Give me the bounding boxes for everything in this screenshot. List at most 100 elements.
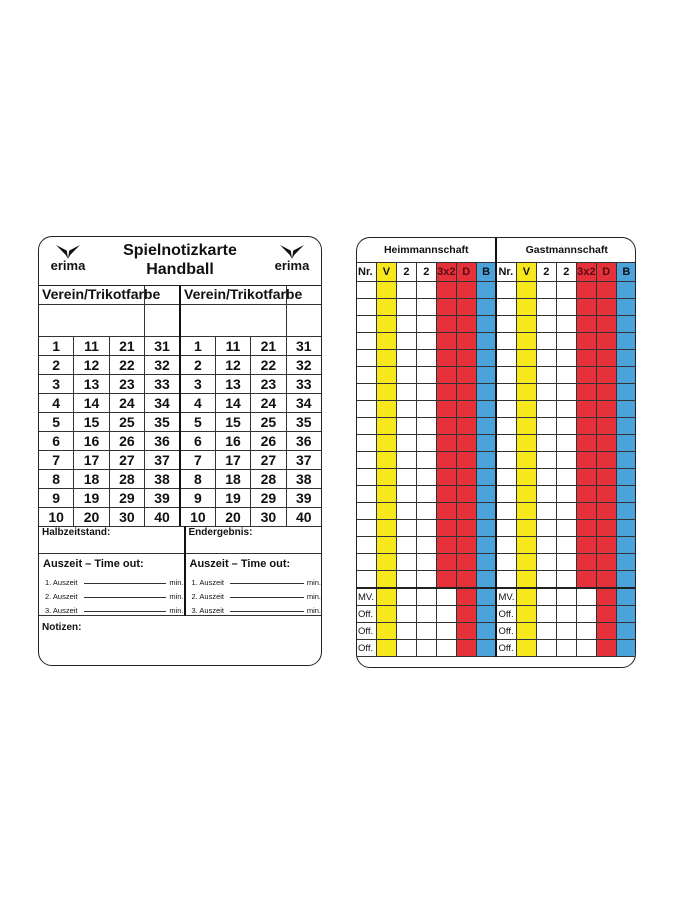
penalty-cell[interactable] <box>555 605 577 623</box>
penalty-cell[interactable] <box>395 605 417 623</box>
penalty-cell[interactable] <box>515 553 537 571</box>
penalty-cell[interactable] <box>475 570 497 589</box>
penalty-cell[interactable] <box>395 366 417 384</box>
penalty-cell[interactable] <box>535 400 557 418</box>
penalty-cell[interactable] <box>535 332 557 350</box>
penalty-cell[interactable] <box>595 281 617 299</box>
penalty-cell[interactable] <box>475 622 497 640</box>
penalty-cell[interactable] <box>535 639 557 657</box>
goal-number[interactable]: 3 <box>178 374 216 394</box>
goal-number[interactable]: 36 <box>144 431 181 451</box>
penalty-cell[interactable] <box>415 315 437 333</box>
penalty-cell[interactable] <box>575 315 597 333</box>
penalty-cell[interactable] <box>455 468 477 486</box>
goal-number[interactable]: 20 <box>73 507 110 527</box>
goal-number[interactable]: 14 <box>73 393 110 413</box>
penalty-cell[interactable] <box>435 519 457 537</box>
penalty-cell[interactable] <box>415 536 437 554</box>
penalty-cell[interactable] <box>575 519 597 537</box>
penalty-cell[interactable] <box>615 502 635 520</box>
goal-number[interactable]: 28 <box>108 469 146 489</box>
goal-number[interactable]: 6 <box>178 431 216 451</box>
penalty-cell[interactable] <box>375 400 397 418</box>
penalty-cell[interactable] <box>395 400 417 418</box>
penalty-cell[interactable] <box>535 383 557 401</box>
penalty-cell[interactable] <box>375 519 397 537</box>
penalty-cell[interactable] <box>375 502 397 520</box>
away-team-field[interactable] <box>178 304 287 337</box>
penalty-cell[interactable] <box>495 502 517 520</box>
penalty-cell[interactable] <box>595 622 617 640</box>
penalty-cell[interactable] <box>375 417 397 435</box>
penalty-cell[interactable] <box>615 639 635 657</box>
goal-number[interactable]: 29 <box>108 488 146 508</box>
penalty-cell[interactable] <box>375 485 397 503</box>
penalty-cell[interactable] <box>415 349 437 367</box>
penalty-cell[interactable] <box>575 502 597 520</box>
penalty-cell[interactable] <box>455 570 477 589</box>
penalty-cell[interactable] <box>575 605 597 623</box>
penalty-cell[interactable] <box>357 519 377 537</box>
penalty-cell[interactable] <box>595 570 617 589</box>
penalty-cell[interactable] <box>475 332 497 350</box>
penalty-cell[interactable] <box>455 366 477 384</box>
penalty-cell[interactable] <box>415 553 437 571</box>
penalty-cell[interactable] <box>435 417 457 435</box>
penalty-cell[interactable] <box>395 570 417 589</box>
penalty-cell[interactable] <box>435 587 457 606</box>
penalty-cell[interactable] <box>555 536 577 554</box>
goal-number[interactable]: 24 <box>108 393 146 413</box>
penalty-cell[interactable] <box>415 502 437 520</box>
penalty-cell[interactable] <box>357 502 377 520</box>
penalty-cell[interactable] <box>595 605 617 623</box>
penalty-cell[interactable] <box>357 332 377 350</box>
penalty-cell[interactable] <box>515 605 537 623</box>
penalty-cell[interactable] <box>475 485 497 503</box>
penalty-cell[interactable] <box>615 485 635 503</box>
timeout-line[interactable]: 1. Auszeit min. <box>186 573 322 587</box>
goal-number[interactable]: 11 <box>214 336 252 356</box>
penalty-cell[interactable] <box>515 587 537 606</box>
penalty-cell[interactable] <box>595 536 617 554</box>
penalty-cell[interactable] <box>415 622 437 640</box>
penalty-cell[interactable] <box>375 298 397 316</box>
penalty-cell[interactable] <box>395 298 417 316</box>
penalty-cell[interactable] <box>395 383 417 401</box>
goal-number[interactable]: 17 <box>73 450 110 470</box>
penalty-cell[interactable] <box>415 639 437 657</box>
penalty-cell[interactable] <box>495 536 517 554</box>
goal-number[interactable]: 20 <box>214 507 252 527</box>
goal-number[interactable]: 26 <box>108 431 146 451</box>
penalty-cell[interactable] <box>455 622 477 640</box>
goal-number[interactable]: 34 <box>285 393 321 413</box>
penalty-cell[interactable] <box>615 383 635 401</box>
penalty-cell[interactable] <box>415 451 437 469</box>
goal-number[interactable]: 23 <box>108 374 146 394</box>
penalty-cell[interactable] <box>535 349 557 367</box>
penalty-cell[interactable] <box>495 570 517 589</box>
penalty-cell[interactable] <box>395 451 417 469</box>
goal-number[interactable]: 6 <box>39 431 75 451</box>
penalty-cell[interactable] <box>575 536 597 554</box>
penalty-cell[interactable] <box>515 400 537 418</box>
penalty-cell[interactable] <box>435 622 457 640</box>
goal-number[interactable]: 19 <box>73 488 110 508</box>
penalty-cell[interactable] <box>415 485 437 503</box>
penalty-cell[interactable] <box>595 400 617 418</box>
penalty-cell[interactable] <box>615 281 635 299</box>
goal-number[interactable]: 39 <box>285 488 321 508</box>
penalty-cell[interactable] <box>575 298 597 316</box>
penalty-cell[interactable] <box>595 383 617 401</box>
penalty-cell[interactable] <box>395 315 417 333</box>
penalty-cell[interactable] <box>375 434 397 452</box>
penalty-cell[interactable] <box>515 639 537 657</box>
penalty-cell[interactable] <box>475 605 497 623</box>
penalty-cell[interactable] <box>495 553 517 571</box>
penalty-cell[interactable] <box>415 366 437 384</box>
goal-number[interactable]: 28 <box>250 469 287 489</box>
penalty-cell[interactable] <box>535 536 557 554</box>
penalty-cell[interactable] <box>575 366 597 384</box>
penalty-cell[interactable] <box>455 536 477 554</box>
goal-number[interactable]: 7 <box>39 450 75 470</box>
penalty-cell[interactable] <box>475 451 497 469</box>
